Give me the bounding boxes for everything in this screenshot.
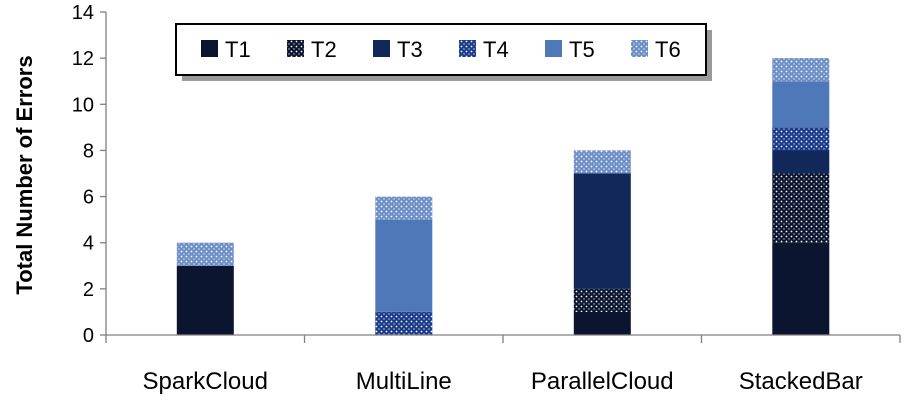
y-tick-label: 14 xyxy=(72,2,94,24)
legend-swatch-t3 xyxy=(373,40,390,57)
legend-swatch-t2 xyxy=(287,40,304,57)
bar-segment-sparkcloud-t6 xyxy=(176,242,234,266)
bars-layer xyxy=(176,58,830,335)
bar-segment-sparkcloud-t1 xyxy=(176,265,234,335)
bar-segment-multiline-t5 xyxy=(375,219,433,312)
y-tick-label: 8 xyxy=(83,140,94,162)
bar-segment-stackedbar-t3 xyxy=(772,150,830,174)
legend-label-t3: T3 xyxy=(397,37,423,62)
y-tick-label: 12 xyxy=(72,48,94,70)
bar-segment-stackedbar-t5 xyxy=(772,81,830,128)
legend-swatch-t1 xyxy=(201,40,218,57)
y-tick-label: 0 xyxy=(83,325,94,347)
bar-segment-stackedbar-t2 xyxy=(772,173,830,243)
x-category-label: StackedBar xyxy=(739,368,863,395)
bar-segment-stackedbar-t1 xyxy=(772,242,830,335)
bar-segment-parallelcloud-t6 xyxy=(573,150,631,174)
legend-swatch-t6 xyxy=(631,40,648,57)
legend-swatch-t5 xyxy=(545,40,562,57)
bar-segment-stackedbar-t4 xyxy=(772,127,830,151)
y-axis-title: Total Number of Errors xyxy=(12,55,37,294)
x-category-label: MultiLine xyxy=(356,368,452,395)
y-tick-label: 4 xyxy=(83,233,94,255)
legend-label-t2: T2 xyxy=(311,37,337,62)
bar-segment-parallelcloud-t1 xyxy=(573,311,631,335)
y-tick-label: 10 xyxy=(72,94,94,116)
x-category-label: ParallelCloud xyxy=(531,368,674,395)
bar-segment-parallelcloud-t2 xyxy=(573,288,631,312)
y-tick-label: 6 xyxy=(83,187,94,209)
legend-label-t6: T6 xyxy=(655,37,681,62)
legend-box xyxy=(175,23,707,76)
legend-label-t1: T1 xyxy=(225,37,251,62)
bar-segment-stackedbar-t6 xyxy=(772,58,830,82)
bar-segment-multiline-t4 xyxy=(375,311,433,335)
axes-layer: 0 2 4 6 8 10 12 14 SparkCloud MultiLine ParallelCl… xyxy=(72,2,901,395)
legend-label-t4: T4 xyxy=(483,37,509,62)
legend-swatch-t4 xyxy=(459,40,476,57)
legend: T1 T2 T3 T4 T5 T6 xyxy=(175,23,712,81)
x-category-label: SparkCloud xyxy=(143,368,268,395)
y-tick-label: 2 xyxy=(83,279,94,301)
bar-segment-parallelcloud-t3 xyxy=(573,173,631,289)
bar-segment-multiline-t6 xyxy=(375,196,433,220)
legend-label-t5: T5 xyxy=(569,37,595,62)
